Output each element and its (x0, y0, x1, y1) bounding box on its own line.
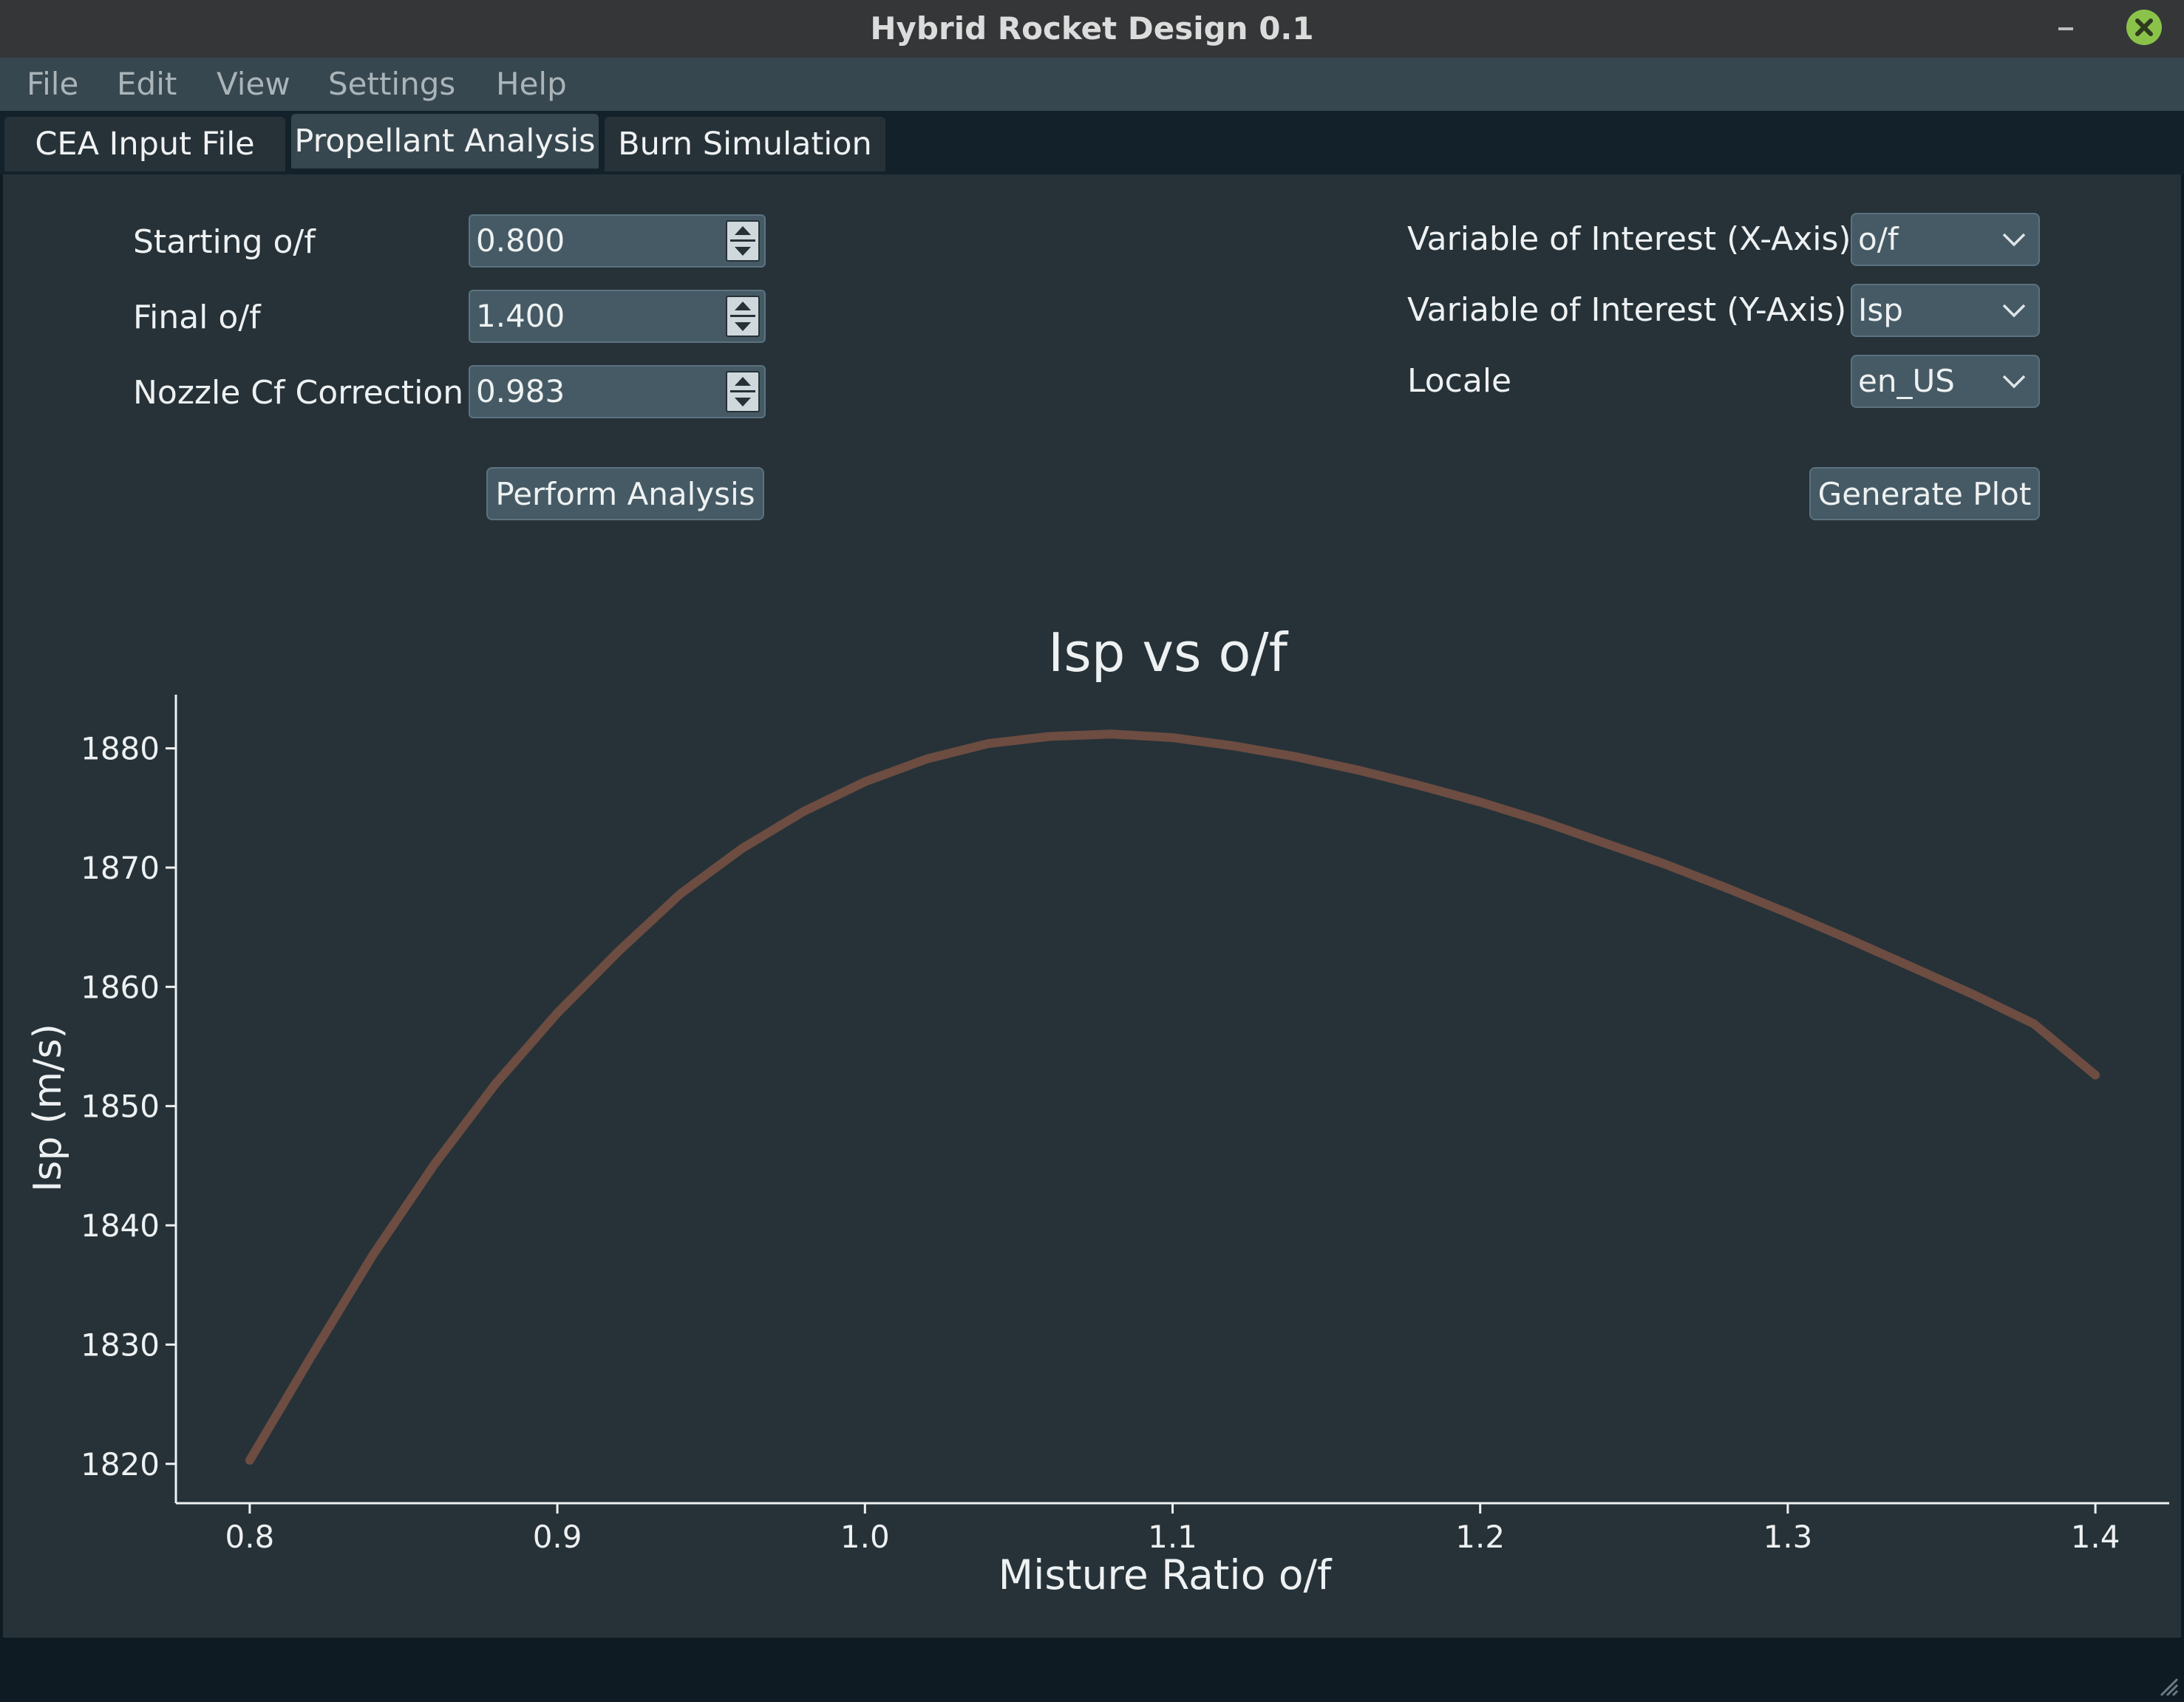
y-tick-label: 1870 (81, 850, 160, 886)
locale-value: en_US (1858, 363, 1955, 399)
menu-view[interactable]: View (217, 66, 290, 102)
menu-file[interactable]: File (27, 66, 79, 102)
y-axis-label: Variable of Interest (Y-Axis) (1407, 291, 1847, 329)
spin-arrows-icon[interactable] (726, 371, 760, 412)
y-tick-label: 1830 (81, 1327, 160, 1363)
menu-edit[interactable]: Edit (117, 66, 177, 102)
window-titlebar (0, 0, 2184, 58)
y-axis-value: Isp (1858, 292, 1903, 328)
minimize-icon[interactable] (2051, 13, 2081, 43)
y-axis-select[interactable]: Isp (1851, 284, 2040, 337)
status-bar (0, 1638, 2184, 1702)
y-tick-label: 1820 (81, 1446, 160, 1483)
menu-settings[interactable]: Settings (328, 66, 456, 102)
y-tick-label: 1850 (81, 1089, 160, 1125)
final-of-label: Final o/f (133, 299, 261, 336)
nozzle-cf-value: 0.983 (476, 373, 565, 409)
chevron-down-icon (2002, 233, 2026, 247)
starting-of-value: 0.800 (476, 222, 565, 259)
x-axis-select[interactable]: o/f (1851, 213, 2040, 266)
x-tick-label: 1.3 (1763, 1519, 1813, 1555)
close-icon[interactable] (2126, 9, 2163, 46)
isp-chart: 0.8 0.9 1.0 1.1 1.2 1.3 1.4 1820 1830 1840 1850 186… (26, 622, 2169, 1599)
y-tick-label: 1860 (81, 969, 160, 1005)
x-tick-label: 1.2 (1455, 1519, 1505, 1555)
chart-title: Isp vs o/f (1048, 622, 1289, 684)
nozzle-cf-label: Nozzle Cf Correction (133, 374, 464, 412)
x-tick-label: 0.8 (225, 1519, 274, 1555)
y-axis-title: Isp (m/s) (26, 1024, 70, 1192)
resize-grip-icon[interactable] (2157, 1675, 2179, 1697)
locale-select[interactable]: en_US (1851, 355, 2040, 408)
x-tick-label: 1.0 (840, 1519, 890, 1555)
final-of-spinbox[interactable]: 1.400 (469, 290, 766, 343)
x-tick-label: 1.1 (1148, 1519, 1197, 1555)
x-axis-label: Variable of Interest (X-Axis) (1407, 220, 1851, 258)
window-title: Hybrid Rocket Design 0.1 (870, 10, 1314, 47)
starting-of-spinbox[interactable]: 0.800 (469, 214, 766, 268)
nozzle-cf-spinbox[interactable]: 0.983 (469, 365, 766, 418)
tab-propellant-analysis[interactable]: Propellant Analysis (291, 114, 599, 169)
chevron-down-icon (2002, 375, 2026, 389)
tab-bar: CEA Input File Propellant Analysis Burn … (0, 111, 2184, 174)
menu-help[interactable]: Help (496, 66, 567, 102)
y-tick-label: 1880 (81, 731, 160, 767)
x-tick-label: 0.9 (533, 1519, 582, 1555)
tab-burn-simulation[interactable]: Burn Simulation (605, 117, 885, 171)
spin-arrows-icon[interactable] (726, 296, 760, 337)
x-tick-label: 1.4 (2071, 1519, 2120, 1555)
propellant-analysis-panel: Starting o/f 0.800 Final o/f 1.400 Nozzl… (3, 174, 2181, 1638)
x-axis-value: o/f (1858, 221, 1899, 257)
y-tick-label: 1840 (81, 1208, 160, 1244)
perform-analysis-button[interactable]: Perform Analysis (486, 467, 764, 520)
starting-of-label: Starting o/f (133, 223, 316, 261)
spin-arrows-icon[interactable] (726, 220, 760, 262)
locale-label: Locale (1407, 362, 1512, 400)
x-axis-title: Misture Ratio o/f (999, 1551, 1333, 1599)
generate-plot-button[interactable]: Generate Plot (1809, 467, 2040, 520)
isp-curve (245, 729, 2100, 1465)
final-of-value: 1.400 (476, 298, 565, 334)
menu-bar: File Edit View Settings Help (0, 58, 2184, 111)
tab-cea-input-file[interactable]: CEA Input File (4, 117, 285, 171)
chevron-down-icon (2002, 304, 2026, 318)
